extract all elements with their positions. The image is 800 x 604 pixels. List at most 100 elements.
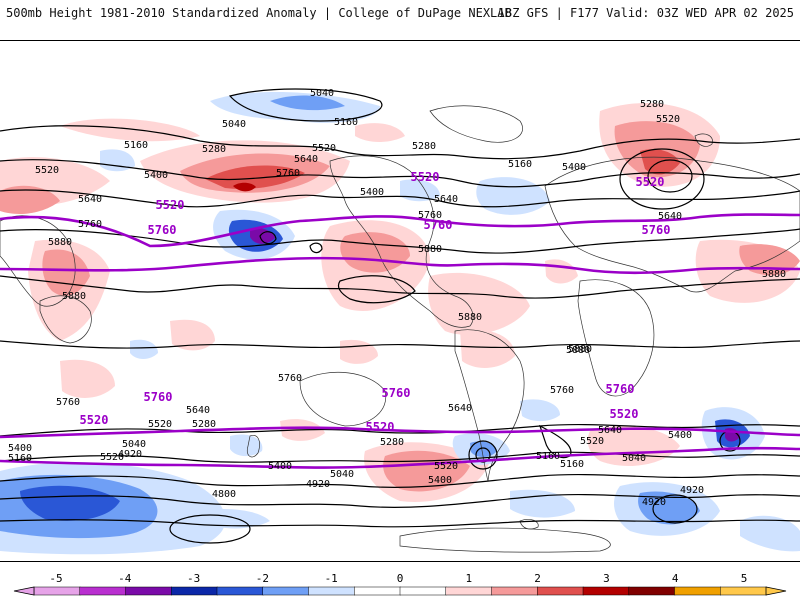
colorbar-left-arrow <box>13 586 35 596</box>
svg-text:5640: 5640 <box>598 425 622 436</box>
svg-text:5520: 5520 <box>580 436 604 447</box>
svg-text:5520: 5520 <box>156 198 185 212</box>
colorbar-swatch <box>720 586 767 596</box>
svg-text:5760: 5760 <box>144 390 173 404</box>
svg-text:4920: 4920 <box>118 449 142 460</box>
colorbar-ticks: -5 -4 -3 -2 -1 0 1 2 3 4 5 <box>49 572 747 585</box>
svg-text:5280: 5280 <box>412 141 436 152</box>
svg-text:5400: 5400 <box>360 187 384 198</box>
colorbar-swatch <box>674 586 721 596</box>
svg-text:5520: 5520 <box>100 452 124 463</box>
colorbar-tick-label: -5 <box>49 572 62 585</box>
svg-text:5400: 5400 <box>428 475 452 486</box>
colorbar-swatch <box>125 586 172 596</box>
map-canvas: 5040 5040 5160 5160 5160 5280 5280 5280 … <box>0 88 800 555</box>
svg-text:5760: 5760 <box>382 386 411 400</box>
colorbar-swatch <box>445 586 493 596</box>
svg-text:5040: 5040 <box>330 469 354 480</box>
svg-text:5520: 5520 <box>656 114 680 125</box>
svg-text:5040: 5040 <box>310 88 334 99</box>
svg-text:5520: 5520 <box>80 413 109 427</box>
colorbar-tick-label: -2 <box>256 572 269 585</box>
colorbar-tick-label: 0 <box>397 572 404 585</box>
svg-text:5760: 5760 <box>278 373 302 384</box>
svg-text:5400: 5400 <box>668 430 692 441</box>
svg-text:5760: 5760 <box>550 385 574 396</box>
svg-text:5400: 5400 <box>8 443 32 454</box>
svg-text:5280: 5280 <box>192 419 216 430</box>
svg-text:5880: 5880 <box>48 237 72 248</box>
svg-text:5280: 5280 <box>640 99 664 110</box>
model-info: 18Z GFS | F177 Valid: 03Z WED APR 02 202… <box>497 6 794 20</box>
svg-text:5520: 5520 <box>312 143 336 154</box>
svg-text:5880: 5880 <box>566 345 590 356</box>
colorbar-swatch <box>171 586 218 596</box>
svg-text:5160: 5160 <box>8 453 32 464</box>
svg-text:5760: 5760 <box>418 210 442 221</box>
coastlines <box>0 105 800 553</box>
contour-labels: 5040 5040 5160 5160 5160 5280 5280 5280 … <box>8 88 786 508</box>
svg-text:5040: 5040 <box>122 439 146 450</box>
colorbar-swatch <box>628 586 676 596</box>
colorbar-svg: -5 -4 -3 -2 -1 0 1 2 3 4 5 <box>13 572 787 596</box>
svg-text:5520: 5520 <box>411 170 440 184</box>
svg-text:5040: 5040 <box>222 119 246 130</box>
svg-text:5400: 5400 <box>144 170 168 181</box>
purple-labels: 5520 5520 5520 5760 5760 5760 5760 5760 … <box>80 170 671 434</box>
svg-text:5760: 5760 <box>56 397 80 408</box>
svg-text:5400: 5400 <box>562 162 586 173</box>
colorbar-swatch <box>262 586 310 596</box>
colorbar-right-arrow <box>765 586 787 596</box>
weather-map[interactable]: 5040 5040 5160 5160 5160 5280 5280 5280 … <box>0 40 800 562</box>
svg-text:5520: 5520 <box>636 175 665 189</box>
svg-text:5400: 5400 <box>268 461 292 472</box>
svg-text:5760: 5760 <box>606 382 635 396</box>
svg-text:5760: 5760 <box>276 168 300 179</box>
svg-text:5520: 5520 <box>434 461 458 472</box>
svg-text:5040: 5040 <box>622 453 646 464</box>
svg-text:4920: 4920 <box>680 485 704 496</box>
svg-text:5160: 5160 <box>560 459 584 470</box>
colorbar-tick-label: 4 <box>672 572 679 585</box>
svg-text:5880: 5880 <box>762 269 786 280</box>
colorbar-swatch <box>79 586 127 596</box>
purple-contours <box>0 213 800 469</box>
svg-text:5880: 5880 <box>568 344 592 355</box>
colorbar-tick-label: -3 <box>187 572 200 585</box>
svg-text:5640: 5640 <box>448 403 472 414</box>
colorbar-swatches <box>33 586 767 596</box>
map-title: 500mb Height 1981-2010 Standardized Anom… <box>6 6 512 20</box>
svg-text:5520: 5520 <box>610 407 639 421</box>
svg-text:5880: 5880 <box>418 244 442 255</box>
svg-text:5280: 5280 <box>380 437 404 448</box>
svg-text:5760: 5760 <box>148 223 177 237</box>
height-contours <box>0 88 800 544</box>
svg-text:5880: 5880 <box>458 312 482 323</box>
svg-text:5280: 5280 <box>202 144 226 155</box>
colorbar-swatch <box>582 586 630 596</box>
colorbar-tick-label: 5 <box>741 572 748 585</box>
colorbar-tick-label: -1 <box>325 572 338 585</box>
svg-text:5760: 5760 <box>642 223 671 237</box>
svg-text:5640: 5640 <box>186 405 210 416</box>
svg-text:4920: 4920 <box>642 497 666 508</box>
svg-text:5160: 5160 <box>536 451 560 462</box>
colorbar-swatch <box>537 586 584 596</box>
colorbar-swatch <box>491 586 538 596</box>
header: 500mb Height 1981-2010 Standardized Anom… <box>0 0 800 30</box>
colorbar-tick-label: 1 <box>465 572 472 585</box>
svg-text:5760: 5760 <box>424 218 453 232</box>
svg-text:5520: 5520 <box>148 419 172 430</box>
colorbar-swatch <box>33 586 81 596</box>
anomaly-shading <box>0 91 800 555</box>
svg-text:5520: 5520 <box>35 165 59 176</box>
svg-text:5160: 5160 <box>508 159 532 170</box>
svg-text:4920: 4920 <box>306 479 330 490</box>
colorbar-tick-label: 3 <box>603 572 610 585</box>
svg-text:5640: 5640 <box>294 154 318 165</box>
svg-text:5520: 5520 <box>366 420 395 434</box>
svg-text:5640: 5640 <box>78 194 102 205</box>
svg-text:5160: 5160 <box>124 140 148 151</box>
colorbar-tick-label: 2 <box>534 572 541 585</box>
colorbar-swatch <box>399 586 447 596</box>
